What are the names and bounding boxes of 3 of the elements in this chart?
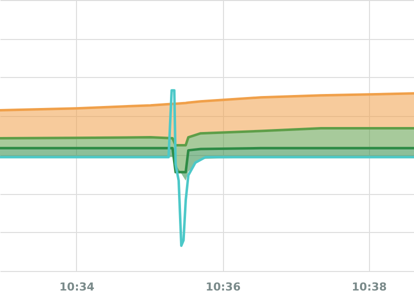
- x-tick-label: 10:34: [59, 280, 95, 294]
- x-tick-label: 10:36: [206, 280, 241, 294]
- x-tick-label: 10:38: [352, 280, 387, 294]
